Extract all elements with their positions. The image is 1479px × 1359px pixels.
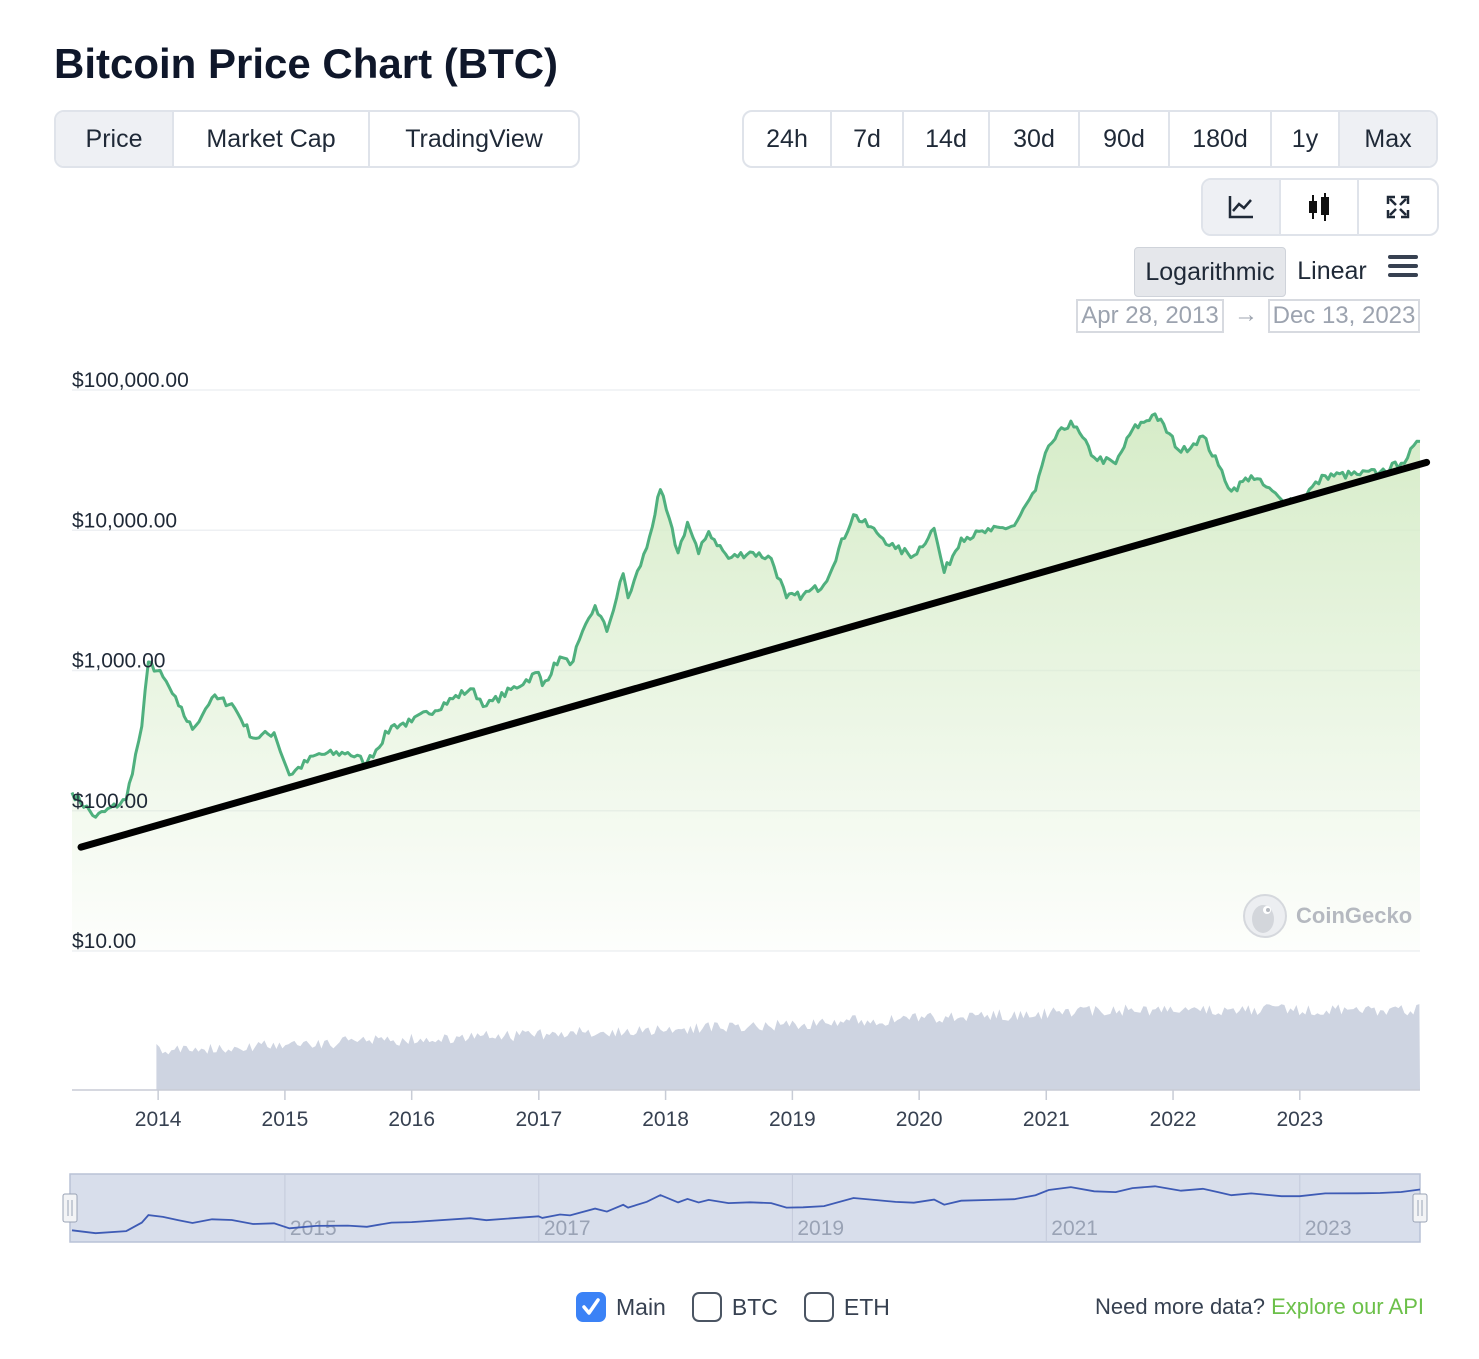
navigator-window[interactable]: [69, 1173, 1421, 1243]
explore-api-link[interactable]: Explore our API: [1271, 1294, 1424, 1319]
coingecko-watermark: CoinGecko: [1242, 893, 1412, 939]
date-range-arrow: →: [1234, 301, 1258, 328]
hamburger-menu-icon: [1388, 255, 1418, 277]
navigator-tick-label: 2021: [1051, 1217, 1098, 1240]
legend-btc[interactable]: BTC: [691, 1292, 778, 1322]
chart-type-tabs: Price Market Cap TradingView: [54, 110, 580, 168]
x-tick-label: 2023: [1276, 1108, 1323, 1131]
price-area-fill: [72, 413, 1420, 951]
x-axis-ticks: 2014 2015 2016 2017 2018 2019 2020 2021 2022 2023: [135, 1090, 1323, 1131]
x-tick-label: 2016: [388, 1108, 435, 1131]
checkbox-btc[interactable]: [691, 1292, 722, 1322]
time-range-selector: 24h 7d 14d 30d 90d 180d 1y Max: [742, 110, 1438, 168]
navigator-tick-label: 2019: [797, 1217, 844, 1240]
range-navigator[interactable]: 2015 2017 2019 2021 2023: [62, 1173, 1428, 1243]
range-1y[interactable]: 1y: [1272, 112, 1340, 166]
legend-label: ETH: [843, 1293, 890, 1320]
x-tick-label: 2020: [896, 1108, 943, 1131]
navigator-tick-label: 2017: [544, 1217, 591, 1240]
navigator-tick-label: 2015: [290, 1217, 337, 1240]
trend-line: [77, 458, 1431, 851]
volume-bars: [156, 1004, 1420, 1090]
coingecko-logo-icon: [1243, 894, 1287, 938]
range-max[interactable]: Max: [1340, 112, 1436, 166]
series-legend: Main BTC ETH: [576, 1292, 916, 1322]
fullscreen-button[interactable]: [1359, 180, 1437, 234]
y-tick-label: $10,000.00: [72, 509, 177, 532]
range-7d[interactable]: 7d: [832, 112, 904, 166]
x-tick-label: 2022: [1150, 1108, 1197, 1131]
y-tick-label: $100.00: [72, 790, 148, 813]
tab-market-cap[interactable]: Market Cap: [174, 112, 370, 166]
legend-label: Main: [616, 1293, 666, 1320]
legend-label: BTC: [731, 1293, 778, 1320]
x-tick-label: 2018: [642, 1108, 689, 1131]
api-note: Need more data? Explore our API: [1095, 1294, 1424, 1320]
y-tick-label: $1,000.00: [72, 650, 165, 673]
navigator-price-line: [71, 1185, 1421, 1235]
date-from-input[interactable]: Apr 28, 2013: [1076, 299, 1224, 333]
x-tick-label: 2015: [262, 1108, 309, 1131]
navigator-grid: 2015 2017 2019 2021 2023: [284, 1174, 1352, 1242]
navigator-left-handle[interactable]: [62, 1193, 78, 1223]
checkmark-icon: [582, 1298, 600, 1315]
legend-main[interactable]: Main: [576, 1292, 666, 1322]
volume-area: [156, 1004, 1420, 1090]
checkbox-eth[interactable]: [803, 1292, 834, 1322]
navigator-tick-label: 2023: [1305, 1217, 1352, 1240]
chart-menu-button[interactable]: [1386, 252, 1420, 282]
page-title: Bitcoin Price Chart (BTC): [54, 40, 559, 87]
y-tick-label: $100,000.00: [72, 369, 189, 392]
range-30d[interactable]: 30d: [990, 112, 1080, 166]
checkbox-main[interactable]: [576, 1292, 606, 1322]
candlestick-view-button[interactable]: [1281, 180, 1359, 234]
api-note-text: Need more data?: [1095, 1294, 1265, 1319]
x-tick-label: 2014: [135, 1108, 182, 1131]
line-chart-icon: [1228, 196, 1253, 219]
price-line: [70, 412, 1421, 819]
candlestick-icon: [1309, 193, 1329, 221]
line-chart-view-button[interactable]: [1203, 180, 1281, 234]
range-90d[interactable]: 90d: [1080, 112, 1170, 166]
range-14d[interactable]: 14d: [904, 112, 990, 166]
legend-eth[interactable]: ETH: [803, 1292, 890, 1322]
y-axis-ticks: $100,000.00 $10,000.00 $1,000.00 $100.00 $10…: [72, 369, 189, 953]
y-tick-label: $10.00: [72, 930, 136, 953]
linear-scale-button[interactable]: Linear: [1297, 256, 1367, 285]
fullscreen-icon: [1386, 195, 1410, 219]
x-tick-label: 2019: [769, 1108, 816, 1131]
tab-price[interactable]: Price: [56, 112, 174, 166]
logarithmic-scale-button[interactable]: Logarithmic: [1134, 247, 1286, 297]
watermark-text: CoinGecko: [1296, 903, 1413, 928]
range-180d[interactable]: 180d: [1170, 112, 1272, 166]
tab-tradingview[interactable]: TradingView: [405, 124, 543, 153]
chart-view-toggle: [1201, 178, 1439, 236]
date-to-input[interactable]: Dec 13, 2023: [1268, 299, 1420, 333]
range-24h[interactable]: 24h: [744, 112, 832, 166]
x-tick-label: 2021: [1023, 1108, 1070, 1131]
x-tick-label: 2017: [515, 1108, 562, 1131]
navigator-right-handle[interactable]: [1412, 1193, 1428, 1223]
